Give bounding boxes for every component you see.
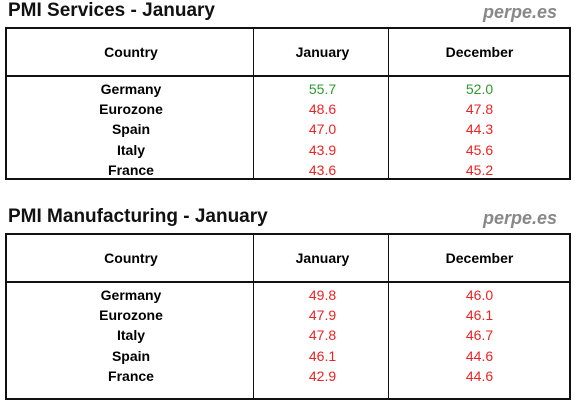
value-cell: 43.9 <box>308 141 337 158</box>
value-cell: 47.9 <box>308 307 337 324</box>
value-cell: 47.8 <box>308 327 337 344</box>
value-cell: 45.2 <box>465 161 494 178</box>
value-cell: 44.3 <box>465 121 494 138</box>
section-title: PMI Manufacturing - January <box>8 206 268 227</box>
value-cell: 52.0 <box>465 81 494 97</box>
header-divider <box>7 281 569 283</box>
country-cell: Italy <box>116 141 145 158</box>
header-divider <box>7 75 569 77</box>
country-cell: Spain <box>111 347 151 364</box>
country-cell: France <box>108 161 154 178</box>
value-cell: 55.7 <box>308 81 337 97</box>
value-cell: 44.6 <box>465 347 494 364</box>
section: PMI Services - January perpe.es Country Jan… <box>0 0 575 194</box>
table: Country January December Germany 49.8 46.0 Eur… <box>5 233 571 400</box>
value-cell: 43.6 <box>308 161 337 178</box>
column-divider <box>388 29 389 178</box>
section: PMI Manufacturing - January perpe.es Count… <box>0 206 575 400</box>
value-cell: 46.1 <box>465 307 494 324</box>
country-cell: Eurozone <box>99 101 163 118</box>
value-cell: 46.0 <box>465 287 494 303</box>
header-cell: Country <box>104 44 158 60</box>
country-cell: France <box>108 367 154 384</box>
value-cell: 46.7 <box>465 327 494 344</box>
column-divider <box>253 29 254 178</box>
country-cell: Italy <box>116 327 145 344</box>
source: perpe.es <box>482 2 557 22</box>
country-cell: Spain <box>111 121 151 138</box>
column-divider <box>388 235 389 398</box>
value-cell: 49.8 <box>308 287 337 303</box>
value-cell: 42.9 <box>308 367 337 384</box>
header-cell: January <box>295 44 350 60</box>
country-cell: Germany <box>100 287 162 303</box>
value-cell: 46.1 <box>308 347 337 364</box>
table: Country January December Germany 55.7 52.0 Eur… <box>5 27 571 180</box>
value-cell: 47.8 <box>465 101 494 118</box>
value-cell: 47.0 <box>308 121 337 138</box>
header-cell: Country <box>104 250 158 266</box>
country-cell: Eurozone <box>99 307 163 324</box>
country-cell: Germany <box>100 81 162 97</box>
value-cell: 45.6 <box>465 141 494 158</box>
source: perpe.es <box>482 208 557 228</box>
header-cell: January <box>295 250 350 266</box>
header-cell: December <box>445 44 514 60</box>
value-cell: 48.6 <box>308 101 337 118</box>
column-divider <box>253 235 254 398</box>
value-cell: 44.6 <box>465 367 494 384</box>
section-title: PMI Services - January <box>8 0 215 21</box>
header-cell: December <box>445 250 514 266</box>
